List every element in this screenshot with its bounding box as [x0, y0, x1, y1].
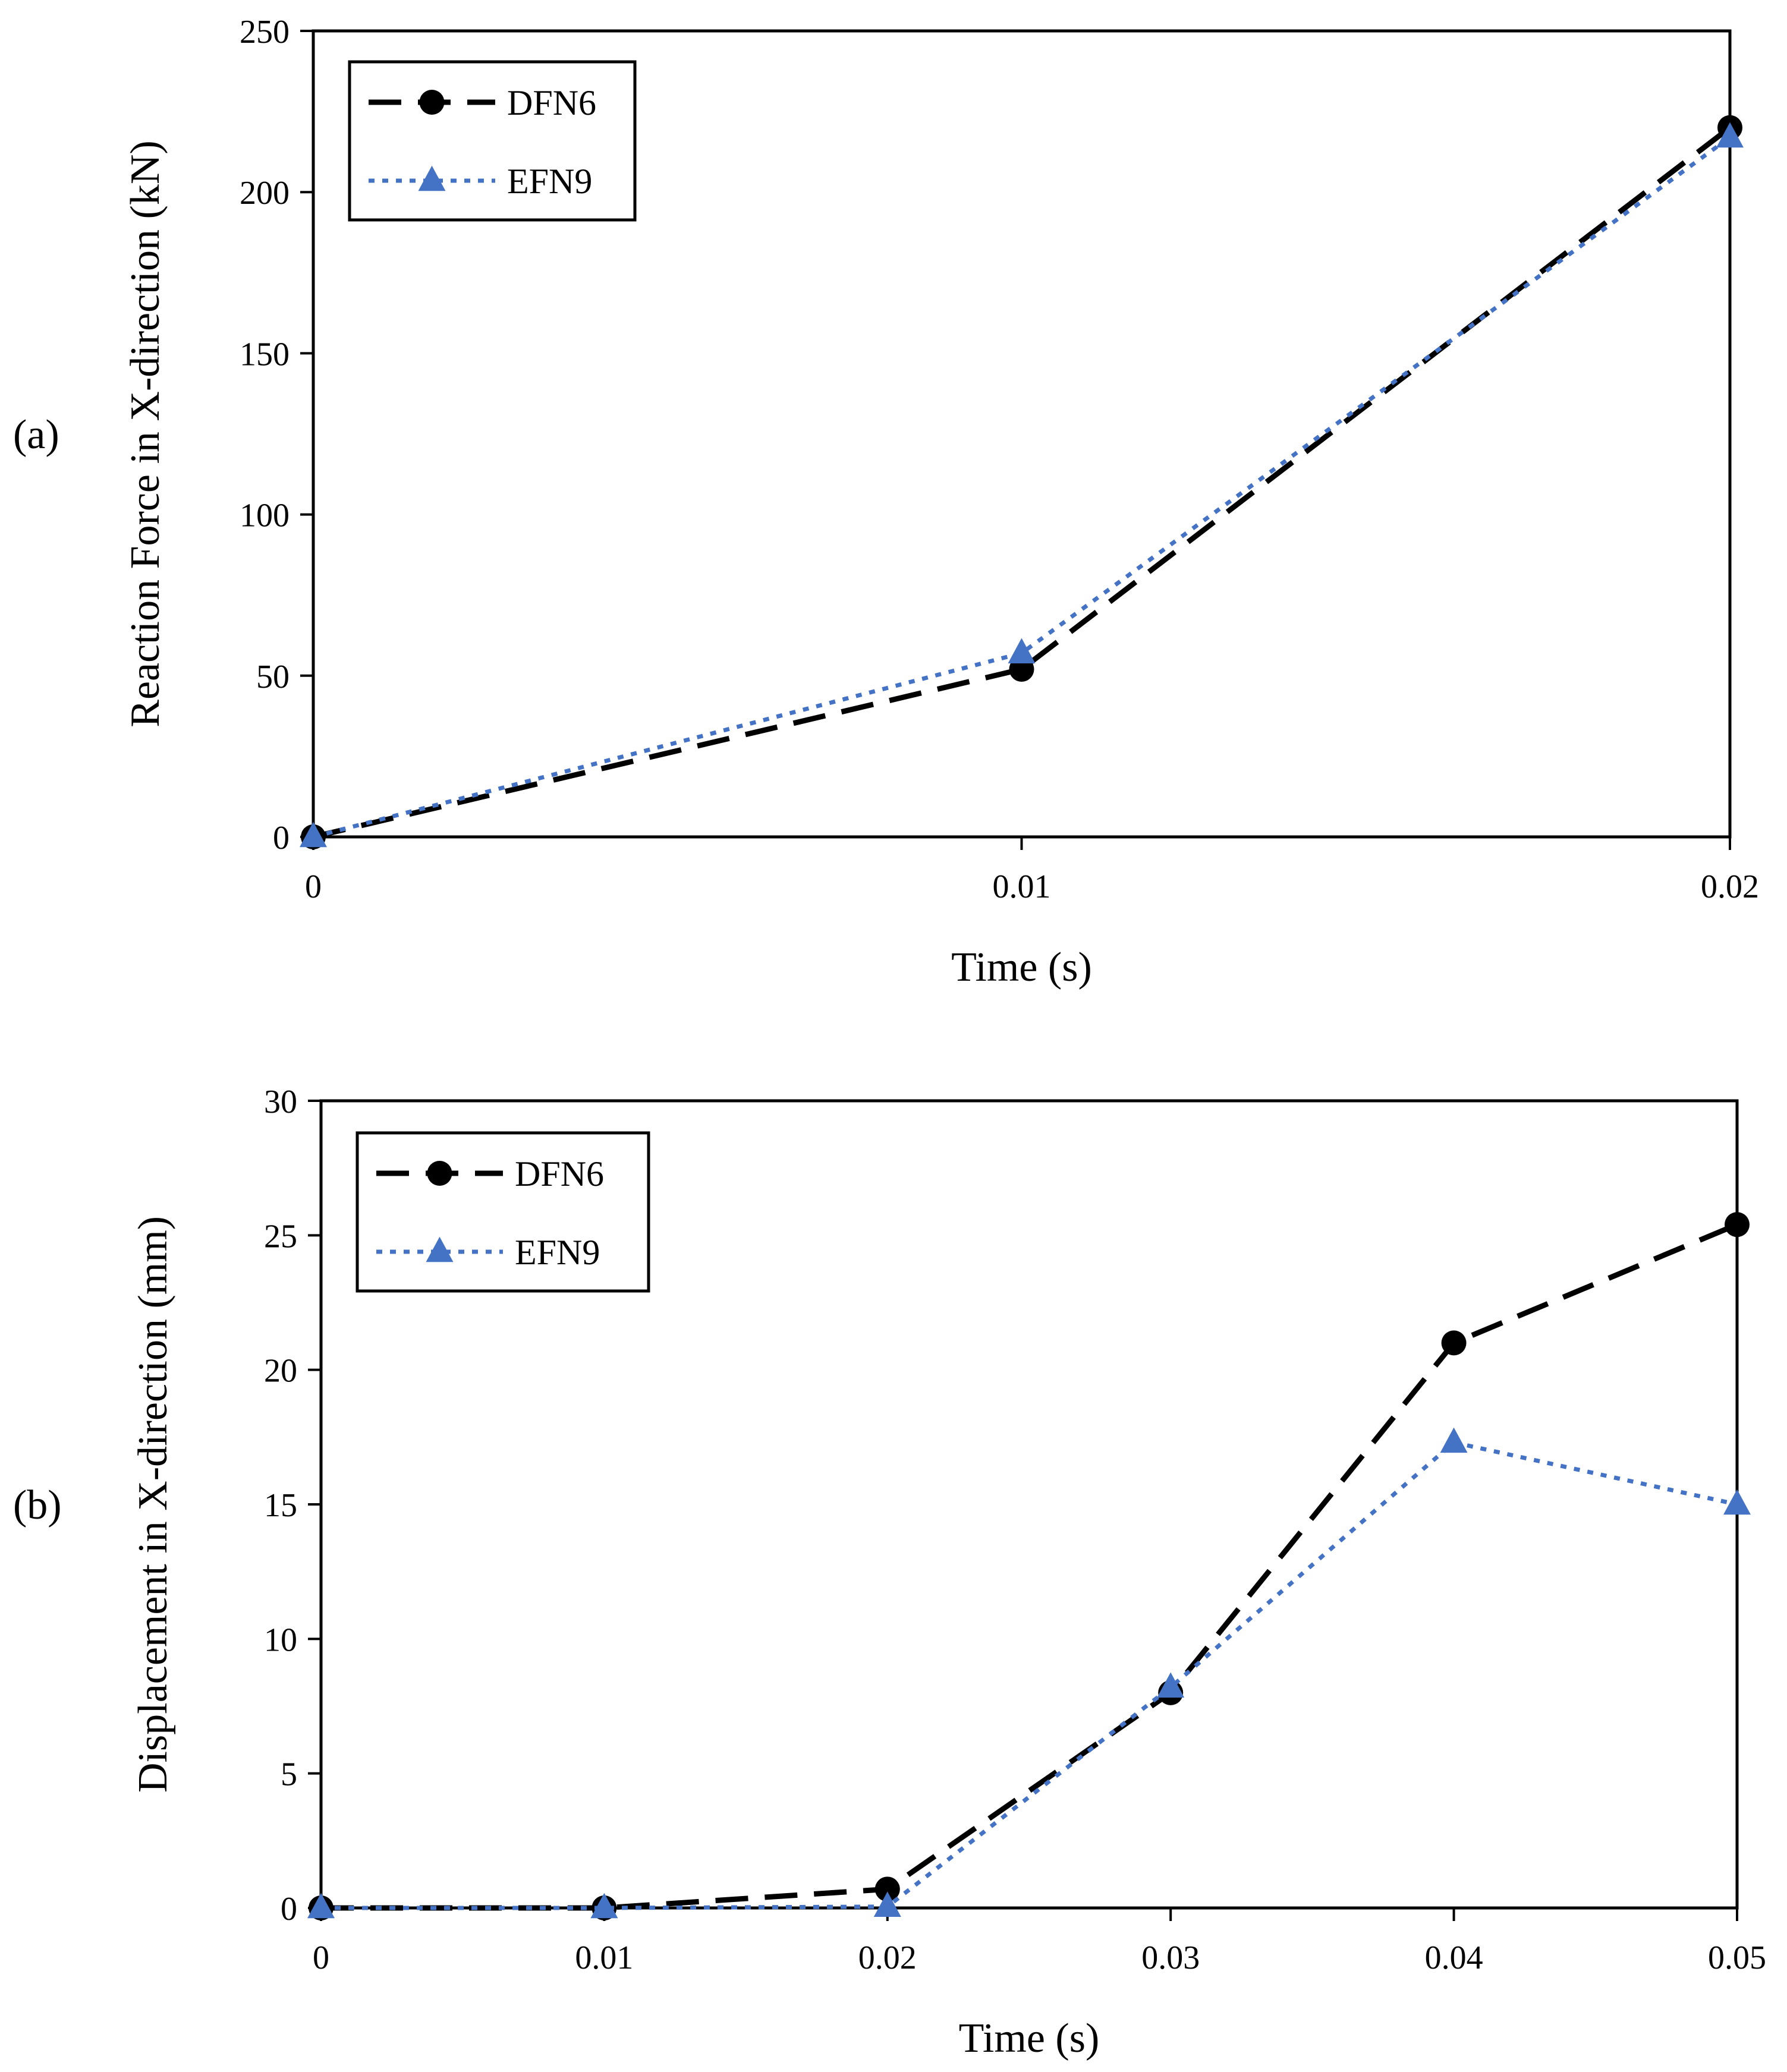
x-tick-label: 0.02 — [1701, 868, 1759, 905]
x-tick-label: 0.02 — [858, 1939, 917, 1976]
data-point-EFN9 — [1157, 1672, 1185, 1698]
y-tick-label: 5 — [281, 1756, 297, 1793]
data-point-EFN9 — [1723, 1489, 1751, 1515]
y-tick-label: 15 — [264, 1487, 297, 1524]
y-tick-label: 0 — [273, 820, 290, 856]
y-tick-label: 200 — [240, 175, 290, 212]
chart-a: 0 50 100 150 200 250 0 0.01 0.02 Time (s) Reaction… — [13, 14, 1759, 990]
series-line-EFN9 — [313, 136, 1732, 839]
data-point-DFN6 — [874, 1876, 900, 1902]
x-tick-label: 0.05 — [1708, 1939, 1766, 1976]
chart-b: 0 5 10 15 20 25 30 0 0.01 0.02 0.03 0.04 0.05 Time (s… — [13, 1084, 1766, 2061]
legend-label-EFN9: EFN9 — [515, 1233, 600, 1272]
series-line-EFN9 — [321, 1440, 1738, 1910]
x-axis-title: Time (s) — [951, 944, 1092, 990]
y-tick-label: 20 — [264, 1353, 297, 1390]
series-line-DFN6 — [321, 1222, 1738, 1911]
x-tick-label: 0.04 — [1425, 1939, 1483, 1976]
legend-marker-DFN6 — [427, 1161, 452, 1186]
x-tick-label: 0 — [313, 1939, 329, 1976]
data-point-EFN9 — [307, 1892, 335, 1919]
data-point-EFN9 — [1716, 122, 1744, 148]
data-point-EFN9 — [1440, 1427, 1468, 1453]
legend-label-DFN6: DFN6 — [507, 83, 596, 122]
y-axis-title: Displacement in X-direction (mm) — [130, 1216, 176, 1793]
legend-marker-EFN9 — [418, 165, 446, 191]
y-tick-label: 0 — [281, 1891, 297, 1928]
y-tick-label: 10 — [264, 1621, 297, 1658]
panel-label: (b) — [13, 1482, 62, 1528]
y-tick-label: 30 — [264, 1084, 297, 1120]
y-axis-title: Reaction Force in X-direction (kN) — [122, 140, 168, 727]
data-point-DFN6 — [1725, 1212, 1750, 1237]
x-tick-label: 0.01 — [993, 868, 1051, 905]
data-point-DFN6 — [1441, 1330, 1467, 1356]
legend-marker-EFN9 — [426, 1236, 454, 1262]
y-tick-label: 150 — [240, 336, 290, 373]
x-tick-label: 0 — [305, 868, 322, 905]
legend-box — [355, 1131, 650, 1293]
data-point-EFN9 — [300, 821, 327, 848]
panel-label: (a) — [13, 412, 59, 458]
legend-box — [348, 60, 637, 222]
y-tick-label: 250 — [240, 14, 290, 51]
legend-label-EFN9: EFN9 — [507, 162, 592, 201]
y-tick-label: 50 — [256, 659, 290, 695]
data-point-EFN9 — [1008, 638, 1036, 664]
x-tick-label: 0.03 — [1141, 1939, 1200, 1976]
legend-marker-DFN6 — [419, 90, 445, 115]
data-point-EFN9 — [873, 1891, 901, 1917]
legend-label-DFN6: DFN6 — [515, 1154, 604, 1194]
x-axis-title: Time (s) — [959, 2016, 1100, 2061]
y-tick-label: 25 — [264, 1218, 297, 1255]
x-tick-label: 0.01 — [575, 1939, 633, 1976]
data-point-EFN9 — [590, 1892, 618, 1919]
y-tick-label: 100 — [240, 497, 290, 534]
